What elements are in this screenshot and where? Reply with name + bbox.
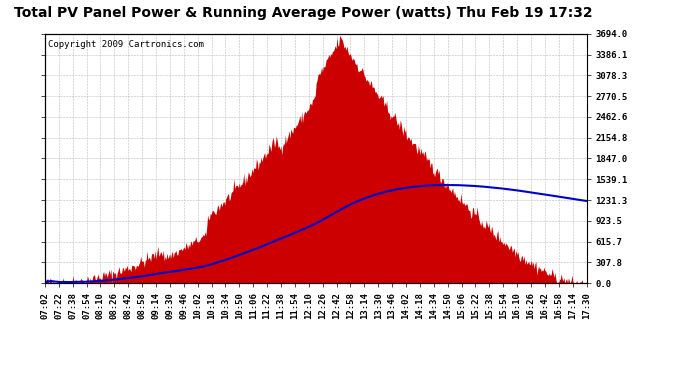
Text: Total PV Panel Power & Running Average Power (watts) Thu Feb 19 17:32: Total PV Panel Power & Running Average P… xyxy=(14,6,593,20)
Text: Copyright 2009 Cartronics.com: Copyright 2009 Cartronics.com xyxy=(48,40,204,49)
